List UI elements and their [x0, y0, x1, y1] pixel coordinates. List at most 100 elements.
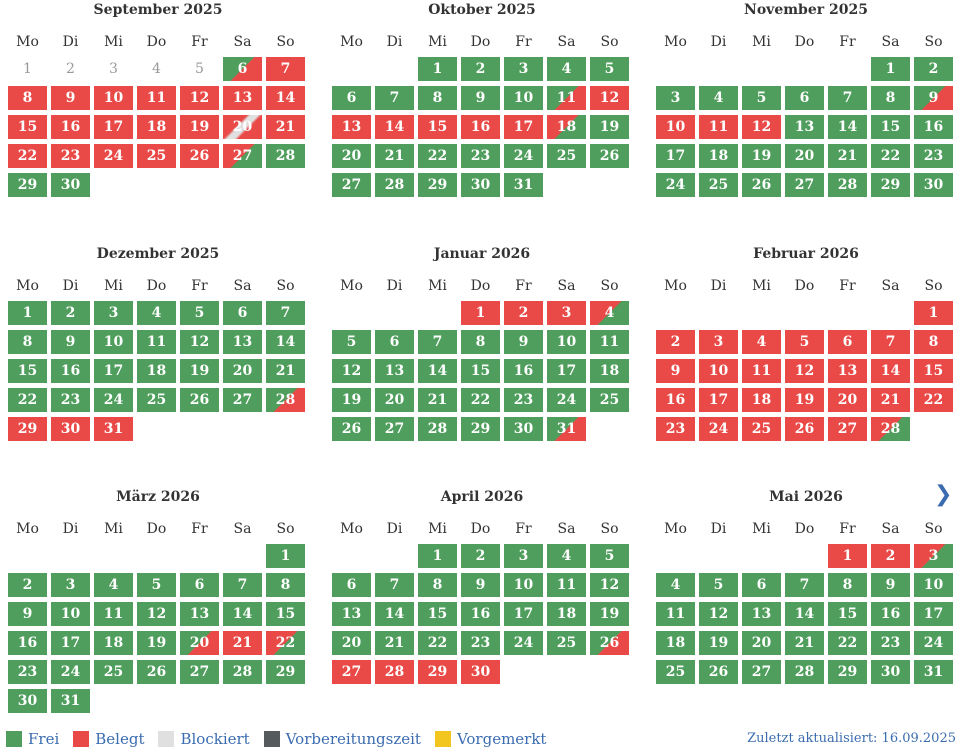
day-cell[interactable]: 20 [828, 388, 867, 412]
day-cell[interactable]: 27 [332, 173, 371, 197]
day-cell[interactable]: 23 [504, 388, 543, 412]
day-cell[interactable]: 17 [656, 144, 695, 168]
day-cell[interactable]: 25 [137, 388, 176, 412]
day-cell[interactable]: 12 [590, 86, 629, 110]
day-cell[interactable]: 12 [137, 602, 176, 626]
day-cell[interactable]: 3 [504, 544, 543, 568]
day-cell[interactable]: 27 [223, 388, 262, 412]
day-cell[interactable]: 10 [94, 330, 133, 354]
day-cell[interactable]: 3 [656, 86, 695, 110]
day-cell[interactable]: 17 [504, 602, 543, 626]
day-cell[interactable]: 9 [461, 573, 500, 597]
day-cell[interactable]: 30 [51, 417, 90, 441]
day-cell[interactable]: 11 [656, 602, 695, 626]
day-cell[interactable]: 10 [656, 115, 695, 139]
day-cell[interactable]: 22 [8, 144, 47, 168]
day-cell[interactable]: 30 [461, 660, 500, 684]
day-cell[interactable]: 25 [94, 660, 133, 684]
day-cell[interactable]: 14 [871, 359, 910, 383]
day-cell[interactable]: 23 [656, 417, 695, 441]
day-cell[interactable]: 14 [266, 86, 305, 110]
day-cell[interactable]: 6 [375, 330, 414, 354]
day-cell[interactable]: 20 [223, 115, 262, 139]
day-cell[interactable]: 10 [547, 330, 586, 354]
day-cell[interactable]: 25 [137, 144, 176, 168]
day-cell[interactable]: 23 [8, 660, 47, 684]
day-cell[interactable]: 17 [547, 359, 586, 383]
day-cell[interactable]: 4 [742, 330, 781, 354]
day-cell[interactable]: 23 [461, 144, 500, 168]
day-cell[interactable]: 7 [785, 573, 824, 597]
day-cell[interactable]: 26 [699, 660, 738, 684]
day-cell[interactable]: 16 [51, 359, 90, 383]
day-cell[interactable]: 10 [51, 602, 90, 626]
day-cell[interactable]: 21 [871, 388, 910, 412]
day-cell[interactable]: 30 [461, 173, 500, 197]
day-cell[interactable]: 22 [871, 144, 910, 168]
day-cell[interactable]: 25 [699, 173, 738, 197]
day-cell[interactable]: 19 [699, 631, 738, 655]
day-cell[interactable]: 14 [266, 330, 305, 354]
day-cell[interactable]: 24 [914, 631, 953, 655]
day-cell[interactable]: 3 [914, 544, 953, 568]
day-cell[interactable]: 16 [504, 359, 543, 383]
day-cell[interactable]: 1 [914, 301, 953, 325]
day-cell[interactable]: 23 [461, 631, 500, 655]
day-cell[interactable]: 28 [223, 660, 262, 684]
day-cell[interactable]: 14 [418, 359, 457, 383]
day-cell[interactable]: 1 [871, 57, 910, 81]
day-cell[interactable]: 1 [461, 301, 500, 325]
day-cell[interactable]: 15 [828, 602, 867, 626]
day-cell[interactable]: 6 [332, 86, 371, 110]
day-cell[interactable]: 19 [785, 388, 824, 412]
day-cell[interactable]: 27 [332, 660, 371, 684]
day-cell[interactable]: 4 [94, 573, 133, 597]
day-cell[interactable]: 21 [375, 631, 414, 655]
day-cell[interactable]: 13 [332, 115, 371, 139]
day-cell[interactable]: 16 [656, 388, 695, 412]
day-cell[interactable]: 8 [461, 330, 500, 354]
day-cell[interactable]: 16 [461, 115, 500, 139]
day-cell[interactable]: 20 [785, 144, 824, 168]
day-cell[interactable]: 11 [590, 330, 629, 354]
day-cell[interactable]: 18 [742, 388, 781, 412]
day-cell[interactable]: 27 [785, 173, 824, 197]
day-cell[interactable]: 15 [8, 115, 47, 139]
day-cell[interactable]: 13 [742, 602, 781, 626]
day-cell[interactable]: 21 [223, 631, 262, 655]
day-cell[interactable]: 8 [418, 86, 457, 110]
day-cell[interactable]: 19 [590, 602, 629, 626]
day-cell[interactable]: 5 [742, 86, 781, 110]
day-cell[interactable]: 12 [180, 330, 219, 354]
day-cell[interactable]: 30 [871, 660, 910, 684]
day-cell[interactable]: 27 [828, 417, 867, 441]
day-cell[interactable]: 11 [94, 602, 133, 626]
day-cell[interactable]: 4 [547, 544, 586, 568]
day-cell[interactable]: 6 [828, 330, 867, 354]
day-cell[interactable]: 3 [547, 301, 586, 325]
day-cell[interactable]: 18 [137, 115, 176, 139]
day-cell[interactable]: 13 [223, 86, 262, 110]
day-cell[interactable]: 26 [742, 173, 781, 197]
day-cell[interactable]: 13 [785, 115, 824, 139]
day-cell[interactable]: 10 [914, 573, 953, 597]
day-cell[interactable]: 25 [656, 660, 695, 684]
day-cell[interactable]: 21 [266, 115, 305, 139]
day-cell[interactable]: 26 [332, 417, 371, 441]
day-cell[interactable]: 13 [180, 602, 219, 626]
day-cell[interactable]: 11 [547, 86, 586, 110]
day-cell[interactable]: 7 [375, 573, 414, 597]
day-cell[interactable]: 27 [375, 417, 414, 441]
day-cell[interactable]: 5 [590, 57, 629, 81]
day-cell[interactable]: 5 [137, 573, 176, 597]
day-cell[interactable]: 8 [418, 573, 457, 597]
day-cell[interactable]: 28 [785, 660, 824, 684]
day-cell[interactable]: 4 [590, 301, 629, 325]
day-cell[interactable]: 17 [94, 115, 133, 139]
day-cell[interactable]: 8 [266, 573, 305, 597]
day-cell[interactable]: 15 [461, 359, 500, 383]
day-cell[interactable]: 13 [223, 330, 262, 354]
day-cell[interactable]: 2 [461, 544, 500, 568]
day-cell[interactable]: 24 [656, 173, 695, 197]
day-cell[interactable]: 18 [656, 631, 695, 655]
